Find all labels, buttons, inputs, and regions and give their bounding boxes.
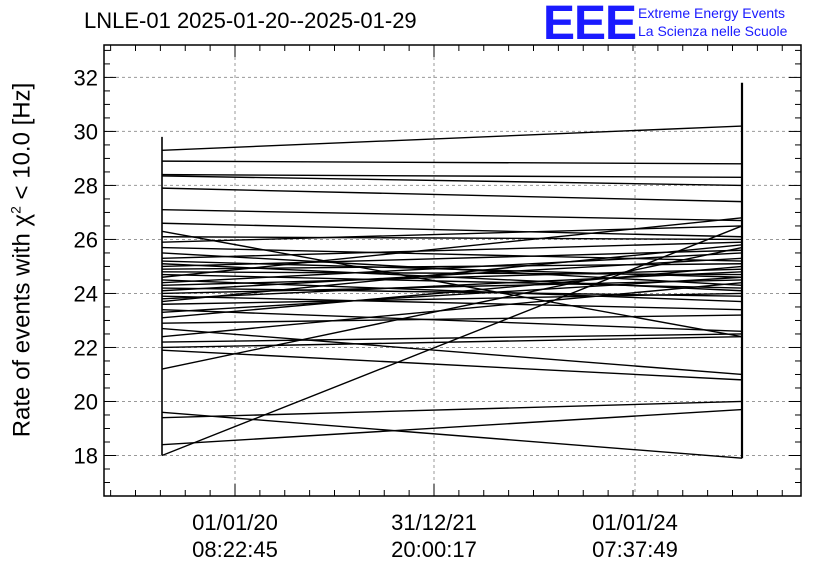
data-segment <box>161 400 743 419</box>
data-segment <box>161 281 743 338</box>
data-segment <box>161 408 743 446</box>
data-segment <box>161 222 743 238</box>
data-segment <box>161 333 743 343</box>
y-tick-label: 26 <box>74 227 98 252</box>
chart-title: LNLE-01 2025-01-20--2025-01-29 <box>84 8 417 33</box>
y-tick-label: 32 <box>74 65 98 90</box>
data-segment <box>161 335 743 349</box>
data-segment <box>161 175 743 187</box>
data-segment <box>161 225 743 243</box>
y-tick-label: 22 <box>74 335 98 360</box>
x-tick-label-time: 20:00:17 <box>391 537 477 562</box>
y-tick-label: 20 <box>74 389 98 414</box>
data-segment <box>161 314 743 324</box>
y-axis-label-suffix: < 10.0 [Hz] <box>8 82 36 207</box>
data-segment <box>161 295 743 311</box>
logo-line-2: La Scienza nelle Scuole <box>638 23 788 39</box>
data-segment <box>161 209 743 222</box>
data-segment <box>161 125 743 152</box>
data-segment <box>161 187 743 203</box>
eee-logo: EEE <box>543 0 637 50</box>
data-segment <box>161 279 743 295</box>
logo-line-1: Extreme Energy Events <box>638 5 786 21</box>
y-axis-label-chi: χ <box>8 213 36 227</box>
data-segment <box>161 230 743 338</box>
x-tick-label-date: 01/01/24 <box>592 510 678 535</box>
data-segment <box>161 241 743 260</box>
data-segment <box>161 265 743 319</box>
data-segment <box>161 225 743 457</box>
data-segment <box>161 217 743 278</box>
x-tick-label-time: 08:22:45 <box>192 537 278 562</box>
data-segment <box>161 271 743 300</box>
y-tick-label: 28 <box>74 173 98 198</box>
x-tick-label-date: 31/12/21 <box>391 510 477 535</box>
y-tick-label: 30 <box>74 119 98 144</box>
data-segment <box>161 279 743 303</box>
data-segment <box>161 246 743 262</box>
y-tick-label: 18 <box>74 443 98 468</box>
data-segment <box>161 411 743 459</box>
plot-frame <box>103 44 802 497</box>
y-axis-label-prefix: Rate of events with <box>8 226 36 438</box>
y-axis-label: Rate of events with χ2 < 10.0 [Hz] <box>8 83 37 438</box>
data-segment <box>161 252 743 284</box>
data-segment <box>161 173 743 179</box>
y-axis-label-sup: 2 <box>7 206 24 214</box>
data-segment <box>161 160 743 165</box>
data-segment <box>161 236 743 241</box>
y-tick-label: 24 <box>74 281 98 306</box>
data-segment <box>161 276 743 314</box>
data-segment <box>161 249 743 268</box>
data-segment <box>161 244 743 303</box>
data-segment <box>161 308 743 332</box>
data-segment <box>161 349 743 381</box>
logo-caption: Extreme Energy Events La Scienza nelle S… <box>638 4 787 40</box>
data-segment <box>161 292 743 305</box>
data-segment <box>161 327 743 376</box>
data-segment <box>161 246 743 370</box>
x-tick-label-time: 07:37:49 <box>592 537 678 562</box>
x-tick-label-date: 01/01/20 <box>192 510 278 535</box>
data-segment <box>161 268 743 287</box>
data-segment <box>161 273 743 289</box>
